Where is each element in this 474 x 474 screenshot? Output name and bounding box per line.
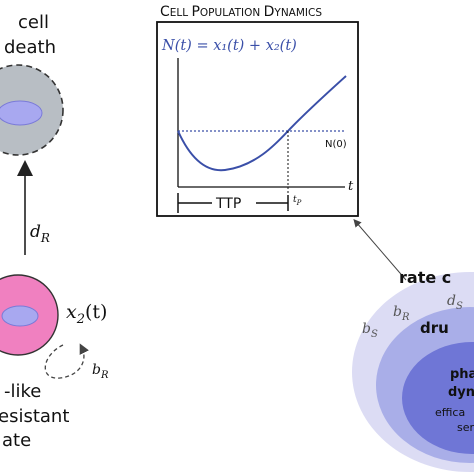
connector-arrow [353, 218, 407, 281]
efficacy-line2: ser [457, 421, 474, 434]
birth-rate-label: bR [92, 362, 109, 381]
nested-ellipses [352, 272, 474, 472]
cell-death-label-line2: death [4, 37, 56, 58]
bs-label: bS [362, 321, 378, 340]
panel-equation: N(t) = x₁(t) + x₂(t) [161, 38, 297, 54]
caption-line3: ate [2, 430, 31, 451]
caption-line1: -like [4, 381, 41, 402]
br-label: bR [393, 304, 410, 323]
population-curve [177, 75, 347, 172]
resistant-cell [0, 274, 59, 356]
ttp-label: TTP [215, 196, 241, 212]
baseline-label: N(0) [325, 139, 347, 150]
death-rate-label: dR [30, 222, 50, 245]
caption-line2: esistant [0, 406, 69, 427]
rate-constants-label: rate c [399, 268, 451, 287]
population-label-x2: x2(t) [66, 301, 107, 327]
pharmaco-line2: dyn [448, 385, 474, 400]
efficacy-line1: effica [435, 406, 465, 419]
drug-label: dru [420, 319, 449, 337]
panel-title: CELL POPULATION DYNAMICS [160, 4, 322, 20]
panel-frame [156, 21, 359, 217]
birth-loop-arrow [44, 343, 89, 379]
dead-cell [0, 64, 64, 156]
cell-death-label-line1: cell [18, 12, 49, 33]
ds-label: dS [447, 293, 463, 312]
pharmaco-line1: pha [450, 367, 474, 382]
tp-label: tP [293, 195, 302, 207]
x-axis-label: t [348, 179, 354, 194]
